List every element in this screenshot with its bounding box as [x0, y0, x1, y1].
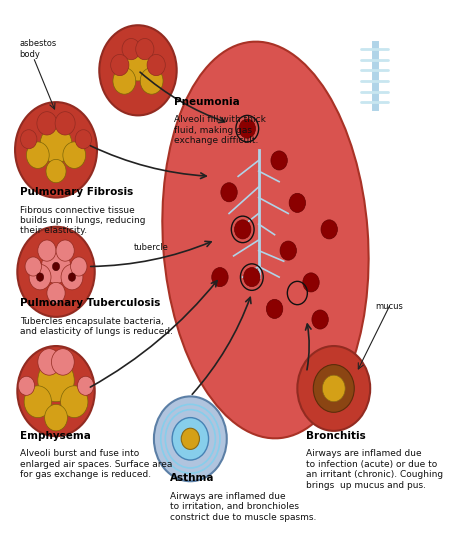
- Text: mucus: mucus: [375, 302, 402, 311]
- Circle shape: [297, 346, 370, 431]
- Circle shape: [113, 68, 136, 94]
- Circle shape: [38, 359, 74, 402]
- Circle shape: [55, 112, 75, 135]
- Circle shape: [271, 151, 287, 170]
- Circle shape: [181, 428, 200, 449]
- Circle shape: [37, 112, 57, 135]
- Circle shape: [46, 159, 66, 183]
- Circle shape: [147, 54, 165, 76]
- Text: Pneumonia: Pneumonia: [174, 97, 240, 107]
- Circle shape: [29, 264, 51, 290]
- Circle shape: [38, 349, 61, 375]
- Circle shape: [25, 257, 41, 276]
- Circle shape: [122, 38, 140, 60]
- Circle shape: [52, 349, 74, 375]
- Circle shape: [172, 418, 209, 460]
- Circle shape: [303, 273, 319, 292]
- Circle shape: [18, 227, 95, 317]
- Ellipse shape: [162, 42, 369, 438]
- Circle shape: [71, 257, 87, 276]
- Text: tubercle: tubercle: [134, 244, 168, 253]
- Text: Airways are inflamed due
to irritation, and bronchioles
constrict due to muscle : Airways are inflamed due to irritation, …: [170, 492, 316, 522]
- Circle shape: [322, 375, 345, 402]
- Text: Alveoli burst and fuse into
enlarged air spaces. Surface area
for gas exchange i: Alveoli burst and fuse into enlarged air…: [19, 449, 172, 479]
- Text: Fibrous connective tissue
builds up in lungs, reducing
their elasticity.: Fibrous connective tissue builds up in l…: [19, 206, 145, 236]
- Circle shape: [56, 240, 74, 261]
- Circle shape: [266, 300, 283, 318]
- Circle shape: [41, 249, 71, 284]
- Circle shape: [61, 264, 83, 290]
- Text: Asthma: Asthma: [170, 473, 214, 483]
- Circle shape: [140, 68, 163, 94]
- Circle shape: [154, 397, 227, 481]
- Circle shape: [27, 142, 49, 168]
- Circle shape: [47, 282, 65, 304]
- Circle shape: [24, 386, 52, 418]
- Circle shape: [15, 102, 97, 198]
- Circle shape: [38, 240, 56, 261]
- Text: Airways are inflamed due
to infection (acute) or due to
an irritant (chronic). C: Airways are inflamed due to infection (a…: [307, 449, 444, 490]
- Circle shape: [244, 268, 260, 287]
- Text: Emphysema: Emphysema: [19, 431, 91, 441]
- Circle shape: [110, 54, 129, 76]
- Circle shape: [40, 126, 72, 163]
- Circle shape: [36, 273, 44, 281]
- Circle shape: [221, 183, 237, 202]
- Circle shape: [77, 376, 94, 395]
- Circle shape: [18, 346, 95, 436]
- Text: Bronchitis: Bronchitis: [307, 431, 366, 441]
- Circle shape: [235, 220, 251, 239]
- Text: Tubercles encapsulate bacteria,
and elasticity of lungs is reduced.: Tubercles encapsulate bacteria, and elas…: [19, 317, 173, 336]
- Circle shape: [63, 142, 86, 168]
- Circle shape: [136, 38, 154, 60]
- Circle shape: [212, 268, 228, 287]
- Circle shape: [18, 376, 35, 395]
- Circle shape: [312, 310, 328, 329]
- Circle shape: [75, 130, 91, 149]
- Circle shape: [313, 365, 354, 413]
- Circle shape: [289, 193, 306, 213]
- Text: Pulmonary Tuberculosis: Pulmonary Tuberculosis: [19, 298, 160, 308]
- Text: asbestos
body: asbestos body: [19, 39, 57, 59]
- Circle shape: [124, 49, 152, 81]
- Circle shape: [68, 273, 76, 281]
- Circle shape: [53, 262, 60, 271]
- Text: Pulmonary Fibrosis: Pulmonary Fibrosis: [19, 187, 133, 197]
- Text: Alveoli fill with thick
fluid, making gas
exchange difficult.: Alveoli fill with thick fluid, making ga…: [174, 115, 266, 145]
- Circle shape: [239, 119, 255, 138]
- Circle shape: [20, 130, 37, 149]
- Circle shape: [61, 386, 88, 418]
- Circle shape: [280, 241, 296, 260]
- Circle shape: [99, 25, 177, 115]
- Circle shape: [321, 220, 337, 239]
- Circle shape: [45, 405, 67, 431]
